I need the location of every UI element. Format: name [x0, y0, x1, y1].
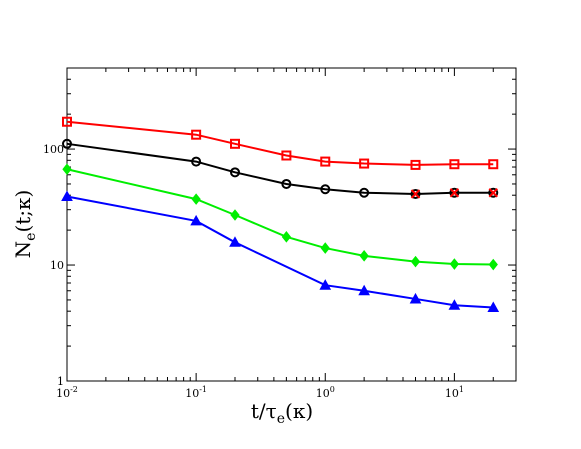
- data-point-diamond: [281, 231, 292, 243]
- data-point-diamond: [359, 250, 369, 262]
- x-tick-label-base: 10: [445, 387, 459, 400]
- data-point-square: [359, 158, 370, 169]
- x-tick-label-exponent: 0: [330, 385, 335, 394]
- data-point-circle: [449, 187, 460, 198]
- data-point-circle: [191, 156, 202, 167]
- x-tick-label: 100: [316, 385, 335, 400]
- data-point-diamond: [449, 258, 460, 270]
- data-point-triangle: [448, 299, 461, 310]
- series-layer: [61, 116, 500, 313]
- data-point-diamond: [410, 255, 421, 268]
- series-circle: [62, 138, 499, 199]
- x-tick-label-base: 10: [316, 387, 330, 400]
- x-tick-label-base: 10: [185, 387, 199, 400]
- data-point-triangle: [358, 284, 370, 296]
- x-tick-label-exponent: 1: [459, 385, 464, 394]
- x-tick-label: 101: [445, 385, 464, 400]
- data-point-triangle: [319, 279, 332, 290]
- y-tick-label: 1: [57, 375, 64, 388]
- data-point-cross: [488, 188, 498, 198]
- data-point-circle: [230, 167, 241, 178]
- data-point-square: [488, 159, 499, 170]
- data-point-square: [62, 116, 72, 127]
- data-point-triangle: [229, 236, 241, 247]
- data-point-diamond: [320, 242, 330, 254]
- data-point-triangle: [61, 190, 73, 201]
- y-tick-label: 100: [43, 143, 64, 156]
- axis-ticks: [66, 67, 517, 382]
- data-point-diamond: [62, 163, 72, 176]
- data-point-square: [191, 129, 202, 140]
- data-point-cross: [410, 189, 421, 199]
- data-point-diamond: [230, 209, 240, 221]
- data-point-square: [449, 159, 460, 170]
- data-point-circle: [281, 178, 292, 189]
- x-tick-label: 10-1: [185, 385, 207, 400]
- series-diamond: [62, 163, 498, 271]
- series-line: [66, 195, 494, 309]
- data-point-circle: [62, 138, 72, 149]
- data-point-circle: [488, 187, 499, 198]
- y-tick-label: 10: [50, 259, 64, 272]
- data-point-square: [281, 150, 292, 161]
- y-axis-label: Ne(t;κ): [11, 190, 39, 259]
- data-point-circle: [320, 184, 331, 195]
- data-point-triangle: [487, 301, 500, 313]
- x-tick-label: 10-2: [56, 385, 78, 400]
- series-line: [66, 120, 494, 166]
- series-square: [62, 116, 499, 170]
- data-point-triangle: [190, 214, 202, 226]
- data-point-diamond: [488, 258, 498, 271]
- data-point-diamond: [191, 193, 201, 205]
- data-point-square: [410, 159, 421, 170]
- data-point-square: [320, 156, 331, 167]
- series-cross: [410, 188, 498, 199]
- x-axis-label: t/τe(κ): [251, 399, 313, 427]
- x-tick-label-exponent: -2: [70, 385, 78, 394]
- data-point-square: [230, 138, 241, 149]
- plot-frame: [66, 67, 517, 382]
- x-tick-label-exponent: -1: [199, 385, 207, 394]
- data-point-circle: [410, 188, 421, 199]
- x-tick-label-base: 10: [56, 387, 70, 400]
- data-point-circle: [359, 187, 370, 198]
- series-triangle: [61, 190, 500, 313]
- series-line: [66, 142, 494, 195]
- data-point-cross: [449, 188, 460, 198]
- data-point-triangle: [409, 292, 422, 304]
